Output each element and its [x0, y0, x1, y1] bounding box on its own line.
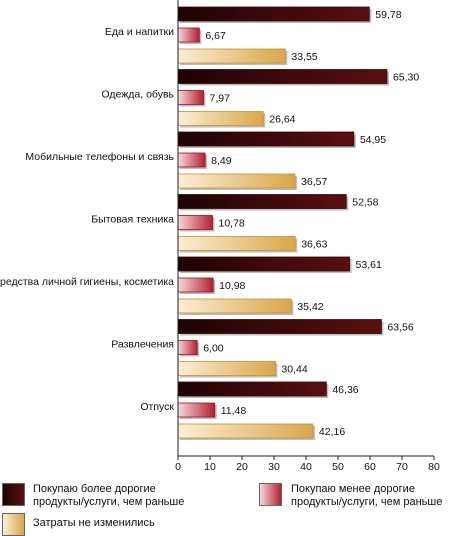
legend-less-expensive-line2: продукты/услуги, чем раньше: [291, 496, 443, 508]
value-label: 63,56: [387, 322, 413, 334]
value-label: 42,16: [319, 426, 345, 438]
value-label: 59,78: [375, 9, 401, 21]
legend-more-expensive-line1: Покупаю более дорогие: [33, 483, 156, 495]
value-label: 6,00: [203, 343, 224, 355]
bar-more-expensive: [177, 131, 355, 147]
x-tick-label: 40: [300, 461, 312, 473]
x-tick-label: 0: [175, 461, 181, 473]
x-tick-label: 60: [364, 461, 376, 473]
category-label: Еда и напитки: [105, 26, 174, 38]
legend-swatch-unchanged: [2, 513, 25, 536]
x-tick-label: 30: [268, 461, 280, 473]
value-label: 30,44: [281, 364, 307, 376]
value-label: 10,78: [218, 218, 244, 230]
bar-unchanged: [177, 48, 286, 64]
value-label: 46,36: [332, 384, 358, 396]
bar-unchanged: [177, 236, 296, 251]
legend-less-expensive-line1: Покупаю менее дорогие: [291, 483, 415, 495]
value-label: 6,67: [205, 30, 226, 42]
category-label: Средства личной гигиены, косметика: [0, 276, 174, 288]
bar-more-expensive: [177, 194, 347, 209]
value-label: 8,49: [211, 155, 232, 167]
value-label: 10,98: [219, 280, 245, 292]
x-tick-label: 70: [396, 461, 408, 473]
bar-unchanged: [177, 298, 292, 314]
bar-more-expensive: [177, 319, 382, 334]
value-label: 36,57: [301, 176, 327, 188]
value-label: 33,55: [291, 51, 317, 63]
bar-less-expensive: [177, 277, 214, 293]
bar-less-expensive: [177, 402, 216, 418]
legend-item-more-expensive: Покупаю более дорогие продукты/услуги, ч…: [33, 483, 184, 509]
bar-more-expensive: [177, 381, 327, 397]
category-label: Бытовая техника: [91, 214, 174, 226]
category-label: Одежда, обувь: [101, 89, 174, 101]
value-label: 54,95: [360, 134, 386, 146]
value-label: 26,64: [269, 114, 295, 126]
value-label: 53,61: [356, 259, 382, 271]
category-label: Развлечения: [111, 339, 174, 351]
value-label: 36,63: [301, 239, 327, 251]
bar-unchanged: [177, 111, 264, 126]
bar-unchanged: [177, 361, 276, 376]
legend-swatch-less-expensive: [259, 483, 282, 506]
bar-less-expensive: [177, 215, 213, 230]
x-tick-label: 80: [428, 461, 440, 473]
bar-more-expensive: [177, 69, 388, 84]
value-label: 7,97: [210, 93, 231, 105]
x-tick-label: 50: [332, 461, 344, 473]
legend-swatch-more-expensive: [2, 483, 25, 506]
bar-unchanged: [177, 173, 296, 189]
category-label: Отпуск: [140, 401, 174, 413]
bar-more-expensive: [177, 6, 370, 22]
legend-item-unchanged: Затраты не изменились: [33, 517, 155, 530]
x-tick-label: 20: [236, 461, 248, 473]
bar-less-expensive: [177, 152, 206, 168]
bar-less-expensive: [177, 27, 200, 43]
x-tick-label: 10: [204, 461, 216, 473]
value-label: 65,30: [393, 72, 419, 84]
value-label: 35,42: [297, 301, 323, 313]
bar-unchanged: [177, 423, 314, 439]
legend-unchanged-text: Затраты не изменились: [33, 517, 155, 529]
bar-less-expensive: [177, 340, 198, 355]
legend-item-less-expensive: Покупаю менее дорогие продукты/услуги, ч…: [291, 483, 442, 509]
bar-more-expensive: [177, 256, 350, 272]
category-label: Мобильные телефоны и связь: [25, 151, 174, 163]
bar-less-expensive: [177, 90, 204, 105]
value-label: 52,58: [352, 197, 378, 209]
legend-more-expensive-line2: продукты/услуги, чем раньше: [33, 496, 185, 508]
value-label: 11,48: [221, 405, 247, 417]
